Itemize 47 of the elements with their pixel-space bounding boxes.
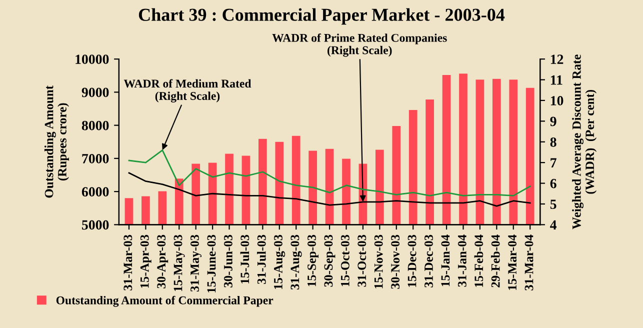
x-tick-label: 15-Apr-03 <box>140 234 152 288</box>
x-tick-label: 15-Jan-04 <box>441 234 450 286</box>
x-tick-label: 30-Nov-03 <box>391 234 400 289</box>
x-tick-label: 31-Aug-03 <box>290 234 302 290</box>
x-tick-label: 15-Dec-03 <box>408 234 416 287</box>
y2-tick-label: 8 <box>550 137 556 147</box>
x-tick-label: 15-Sep-03 <box>308 234 318 286</box>
y2-tick-label: 9 <box>550 116 556 126</box>
y2-tick-label: 10 <box>550 96 564 106</box>
chart-title: Chart 39 : Commercial Paper Market - 2003-04 <box>138 8 505 25</box>
x-tick-label: 31-Mar-03 <box>124 234 132 290</box>
line-series <box>128 172 531 207</box>
x-tick-label: 15-Mar-04 <box>508 234 517 290</box>
x-tick-label: 15-Oct-03 <box>340 234 350 286</box>
annotation: WADR of Prime Rated Companies (Right Scale) <box>272 33 447 57</box>
legend-label: Outstanding Amount of Commercial Paper <box>56 296 274 307</box>
y2-tick-label: 6 <box>550 178 556 188</box>
y-tick-label: 5000 <box>82 220 109 230</box>
x-tick-label: 15-Nov-03 <box>374 234 383 288</box>
x-tick-label: 15-June-03 <box>207 234 216 292</box>
y2-tick-label: 12 <box>550 54 564 64</box>
y-tick-label: 9000 <box>82 88 109 98</box>
y2-tick-label: 11 <box>550 75 562 85</box>
x-tick-label: 29-Feb-04 <box>491 234 500 288</box>
x-tick-label: 31-May-03 <box>190 234 202 292</box>
y2-tick-label: 5 <box>550 200 556 209</box>
x-tick-label: 31-Mar-04 <box>524 234 534 290</box>
y2-tick-label: 4 <box>550 220 557 230</box>
y-tick-label: 6000 <box>82 187 109 197</box>
x-tick-label: 31-Jul-03 <box>257 234 266 284</box>
x-tick-label: 31-Oct-03 <box>358 234 366 287</box>
y-tick-label: 10000 <box>76 54 109 64</box>
x-tick-label: 31-Jan-04 <box>458 234 466 287</box>
x-tick-label: 15-May-03 <box>174 234 185 292</box>
y-tick-label: 8000 <box>82 120 109 130</box>
x-tick-label: 30-Apr-03 <box>157 234 168 288</box>
x-tick-label: 31-Dec-03 <box>424 234 433 288</box>
y-tick-label: 7000 <box>82 154 109 164</box>
x-tick-label: 30-Sep-03 <box>324 234 336 287</box>
x-tick-label: 15-Jul-03 <box>240 234 250 284</box>
x-tick-label: 15-Aug-03 <box>274 234 286 289</box>
annotation: WADR of Medium Rated (Right Scale) <box>124 79 252 102</box>
x-tick-label: 15-Feb-04 <box>474 234 484 287</box>
y2-tick-label: 7 <box>550 158 556 168</box>
y-axis-title: Outstanding Amount (Rupees crore) <box>44 85 69 198</box>
x-tick-label: 30-Jun-03 <box>224 234 232 288</box>
y2-axis-title: Weighted Average Discount Rate (WADR) (Per cent) <box>572 54 597 230</box>
